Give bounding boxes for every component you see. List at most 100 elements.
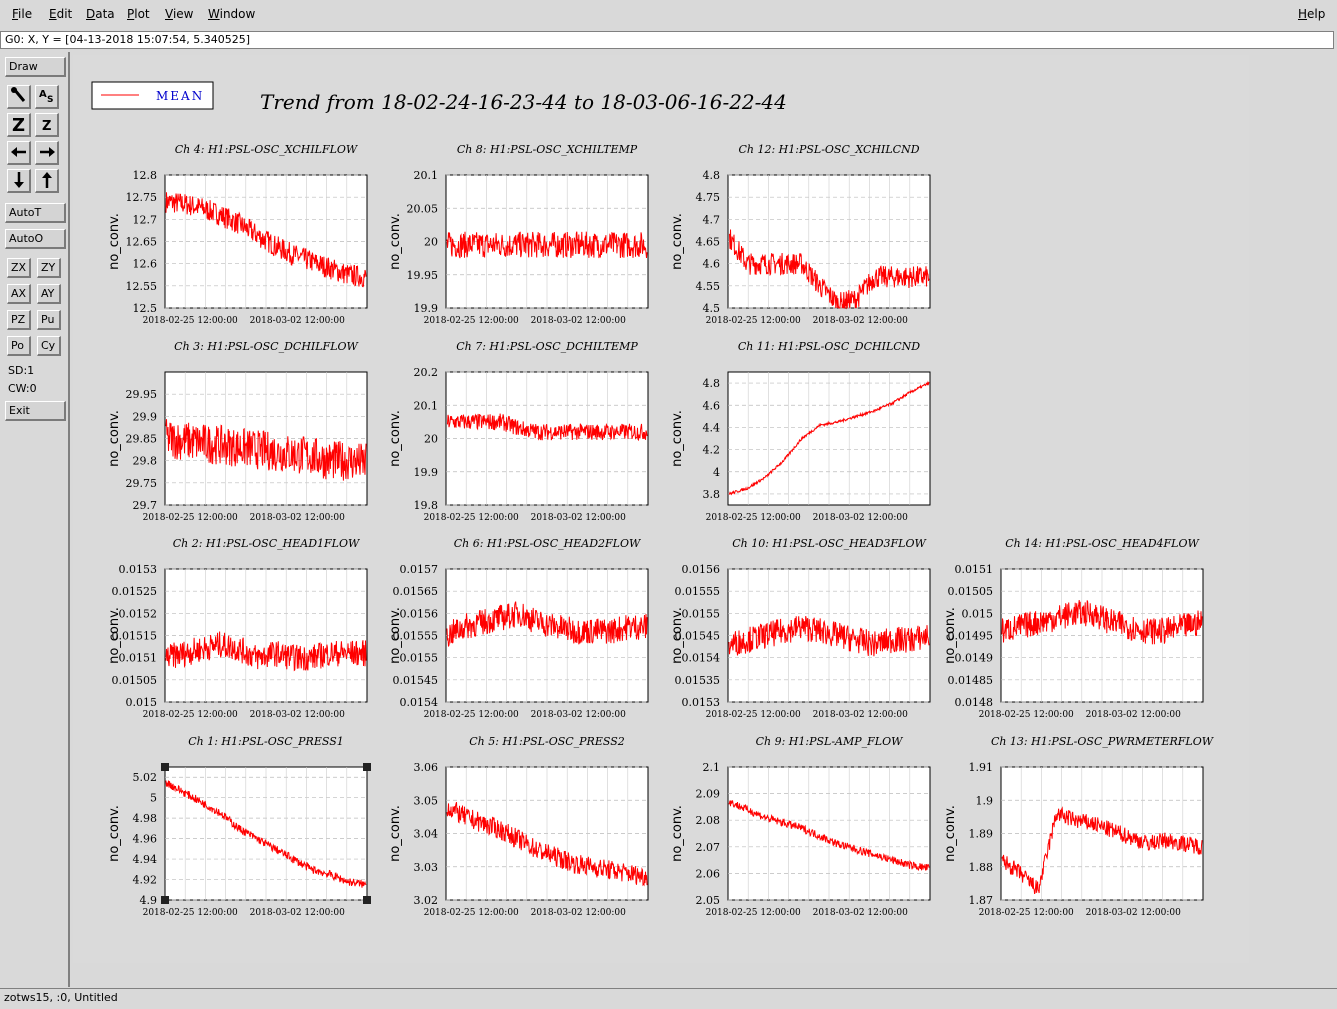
chart-0[interactable]: Ch 4: H1:PSL-OSC_XCHILFLOW 12.8 12.75 12.7 1… (107, 143, 368, 326)
y-axis-label: no_conv. (107, 805, 122, 862)
y-tick-label: 4 (713, 466, 720, 479)
chart-9[interactable]: Ch 14: H1:PSL-OSC_HEAD4FLOW 0.0151 0.01505… (943, 537, 1204, 720)
x-tick-label: 2018-03-02 12:00:00 (250, 513, 345, 523)
y-tick-label: 0.01505 (112, 674, 158, 687)
y-tick-label: 29.75 (126, 477, 158, 490)
pointer-tool-button[interactable] (7, 85, 31, 109)
chart-12[interactable]: Ch 9: H1:PSL-AMP_FLOW 2.1 2.09 2.08 2.07 2.06… (670, 735, 931, 918)
x-tick-label: 2018-02-25 12:00:00 (706, 513, 801, 523)
pan-left-button[interactable] (7, 141, 31, 165)
cw-label: CW:0 (8, 382, 37, 395)
zoom-large-icon: Z (12, 115, 25, 136)
chart-8[interactable]: Ch 10: H1:PSL-OSC_HEAD3FLOW 0.0156 0.01555… (670, 537, 931, 720)
chart-title: Ch 10: H1:PSL-OSC_HEAD3FLOW (732, 537, 927, 550)
x-tick-label: 2018-02-25 12:00:00 (979, 710, 1074, 720)
legend[interactable]: MEAN (91, 81, 214, 110)
cy-button[interactable]: Cy (37, 336, 61, 356)
menu-data[interactable]: Data (86, 7, 115, 21)
menu-plot[interactable]: Plot (127, 7, 150, 21)
y-tick-label: 1.89 (969, 828, 994, 841)
y-tick-label: 3.03 (414, 861, 439, 874)
zx-button[interactable]: ZX (7, 258, 31, 278)
chart-10[interactable]: Ch 1: H1:PSL-OSC_PRESS15.0254.984.964.94… (107, 735, 368, 918)
y-tick-label: 0.01535 (675, 674, 721, 687)
selection-handle (363, 763, 371, 771)
y-tick-label: 20 (424, 236, 438, 249)
menu-edit[interactable]: Edit (49, 7, 73, 21)
x-tick-label: 2018-03-02 12:00:00 (813, 316, 908, 326)
plot-canvas[interactable]: MEAN Trend from 18-02-24-16-23-44 to 18-… (73, 55, 1249, 963)
y-tick-label: 3.02 (414, 894, 439, 907)
x-tick-label: 2018-02-25 12:00:00 (424, 316, 519, 326)
pan-right-button[interactable] (35, 141, 59, 165)
autot-button[interactable]: AutoT (5, 203, 66, 223)
ay-button[interactable]: AY (37, 284, 61, 304)
chart-11[interactable]: Ch 5: H1:PSL-OSC_PRESS2 3.06 3.05 3.04 3.03 3… (388, 735, 649, 918)
chart-2[interactable]: Ch 12: H1:PSL-OSC_XCHILCND 4.8 4.75 4.7 4.65… (670, 143, 931, 326)
y-tick-label: 1.9 (976, 794, 994, 807)
y-tick-label: 4.55 (696, 280, 721, 293)
y-tick-label: 4.6 (703, 399, 721, 412)
chart-13[interactable]: Ch 13: H1:PSL-OSC_PWRMETERFLOW 1.91 1.9 1.8… (943, 735, 1215, 918)
svg-text:S: S (47, 95, 53, 104)
menubar: File Edit Data Plot View Window Help (0, 0, 1337, 30)
y-tick-label: 4.8 (703, 169, 721, 182)
ax-button[interactable]: AX (7, 284, 31, 304)
y-tick-label: 0.0152 (119, 607, 158, 620)
exit-button[interactable]: Exit (5, 401, 66, 421)
y-tick-label: 2.05 (696, 894, 721, 907)
y-tick-label: 0.01505 (948, 585, 994, 598)
arrow-down-icon (13, 172, 24, 188)
chart-4[interactable]: Ch 7: H1:PSL-OSC_DCHILTEMP 20.2 20.1 20 19.9… (388, 340, 649, 523)
menu-help[interactable]: Help (1298, 7, 1326, 21)
chart-6[interactable]: Ch 2: H1:PSL-OSC_HEAD1FLOW 0.0153 0.01525 0… (107, 537, 368, 720)
y-tick-label: 12.65 (126, 236, 158, 249)
menu-view[interactable]: View (165, 7, 194, 21)
y-tick-label: 19.95 (407, 269, 439, 282)
autoo-button[interactable]: AutoO (5, 229, 66, 249)
y-axis-label: no_conv. (388, 607, 403, 664)
series-line (446, 413, 648, 442)
svg-text:Z: Z (42, 119, 51, 134)
y-tick-label: 20 (424, 433, 438, 446)
y-tick-label: 4.2 (703, 444, 721, 457)
y-tick-label: 0.01555 (393, 630, 439, 643)
y-axis-label: no_conv. (388, 213, 403, 270)
x-tick-label: 2018-02-25 12:00:00 (143, 316, 238, 326)
y-tick-label: 4.7 (703, 213, 721, 226)
y-tick-label: 4.98 (133, 812, 158, 825)
chart-1[interactable]: Ch 8: H1:PSL-OSC_XCHILTEMP 20.1 20.05 20 19.… (388, 143, 649, 326)
y-tick-label: 0.01525 (112, 585, 158, 598)
y-tick-label: 0.0151 (955, 563, 994, 576)
y-axis-label: no_conv. (943, 805, 958, 862)
y-tick-label: 29.7 (133, 499, 158, 512)
pointer-icon (10, 87, 25, 102)
sd-label: SD:1 (8, 364, 35, 377)
y-tick-label: 0.0156 (400, 607, 439, 620)
chart-3[interactable]: Ch 3: H1:PSL-OSC_DCHILFLOW 29.95 29.9 29.85… (107, 340, 368, 523)
y-tick-label: 4.6 (703, 258, 721, 271)
y-tick-label: 0.01545 (393, 674, 439, 687)
y-tick-label: 12.6 (133, 258, 158, 271)
chart-5[interactable]: Ch 11: H1:PSL-OSC_DCHILCND 4.8 4.6 4.4 4.2 4 3… (670, 340, 931, 523)
zoom-large-button[interactable]: Z (7, 113, 31, 137)
pz-button[interactable]: PZ (7, 310, 31, 330)
pan-down-button[interactable] (7, 169, 31, 193)
zoom-small-button[interactable]: Z (35, 113, 59, 137)
y-tick-label: 1.87 (969, 894, 994, 907)
chart-7[interactable]: Ch 6: H1:PSL-OSC_HEAD2FLOW 0.0157 0.01565 0… (388, 537, 649, 720)
y-tick-label: 12.5 (133, 302, 158, 315)
menu-window[interactable]: Window (208, 7, 256, 21)
pan-up-button[interactable] (35, 169, 59, 193)
zy-button[interactable]: ZY (37, 258, 61, 278)
y-tick-label: 3.8 (703, 488, 721, 501)
po-button[interactable]: Po (7, 336, 31, 356)
menu-file[interactable]: File (12, 7, 33, 21)
draw-button[interactable]: Draw (5, 57, 66, 77)
pu-button[interactable]: Pu (37, 310, 61, 330)
x-tick-label: 2018-03-02 12:00:00 (250, 908, 345, 918)
y-tick-label: 20.1 (414, 169, 439, 182)
y-tick-label: 4.5 (703, 302, 721, 315)
